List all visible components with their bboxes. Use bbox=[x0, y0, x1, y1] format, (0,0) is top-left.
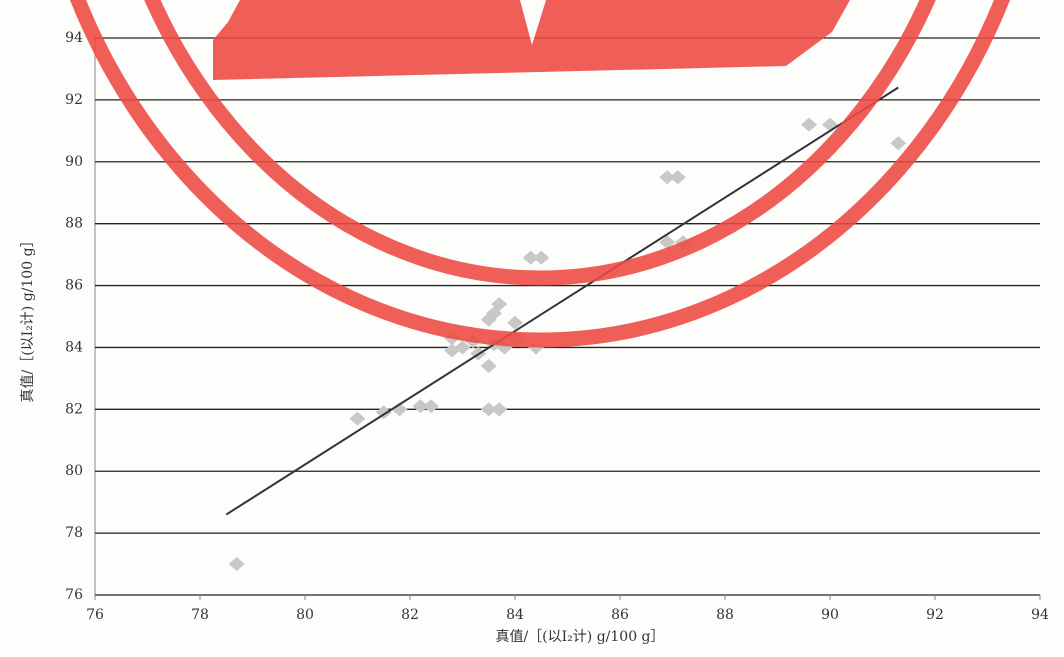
x-tick-label: 82 bbox=[401, 607, 419, 623]
chart: 76 78 80 82 84 86 88 90 92 94 76 78 80 82 84 86 88 90 92 94… bbox=[0, 0, 1064, 657]
x-tick-label: 92 bbox=[926, 607, 944, 623]
x-tick-label: 80 bbox=[296, 607, 314, 623]
x-tick-label: 76 bbox=[86, 607, 104, 623]
y-tick-label: 84 bbox=[65, 339, 83, 355]
y-axis-label: 真值/［(以I₂计) g/100 g］ bbox=[20, 233, 36, 402]
x-tick-label: 90 bbox=[821, 607, 839, 623]
y-tick-label: 78 bbox=[65, 525, 83, 541]
y-tick-label: 94 bbox=[65, 30, 83, 46]
y-tick-label: 80 bbox=[65, 463, 83, 479]
x-tick-label: 94 bbox=[1031, 607, 1049, 623]
y-tick-label: 88 bbox=[65, 216, 83, 232]
y-tick-label: 92 bbox=[65, 92, 83, 108]
x-tick-label: 86 bbox=[611, 607, 629, 623]
background bbox=[0, 0, 1064, 657]
y-tick-label: 90 bbox=[65, 154, 83, 170]
x-tick-label: 84 bbox=[506, 607, 524, 623]
y-tick-label: 86 bbox=[65, 278, 83, 294]
x-tick-label: 88 bbox=[716, 607, 734, 623]
y-tick-label: 82 bbox=[65, 401, 83, 417]
x-tick-label: 78 bbox=[191, 607, 209, 623]
x-axis-label: 真值/［(以I₂计) g/100 g］ bbox=[495, 629, 664, 645]
y-tick-label: 76 bbox=[65, 587, 83, 603]
